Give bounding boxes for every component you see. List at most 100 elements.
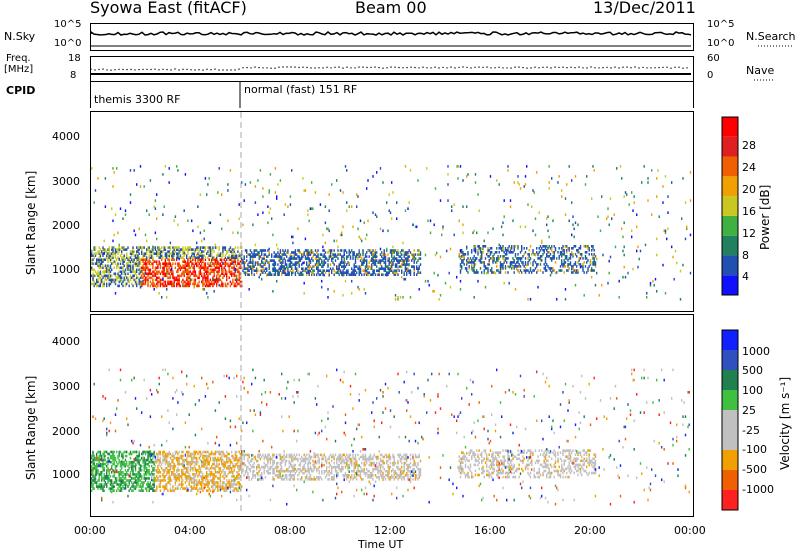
nsearch-label: N.Search bbox=[746, 30, 796, 43]
nave-point bbox=[274, 67, 276, 69]
nave-point bbox=[178, 69, 180, 71]
nave-point bbox=[642, 66, 644, 69]
nave-point bbox=[174, 68, 176, 70]
nave-point bbox=[106, 69, 108, 71]
vel-cbar-tick-m1000: -1000 bbox=[742, 483, 774, 496]
nave-point bbox=[438, 67, 440, 69]
freq-tick-top-left: 18 bbox=[68, 53, 81, 64]
nave-point bbox=[614, 66, 616, 68]
nave-point bbox=[90, 68, 92, 70]
cpid-mode-normal: normal (fast) 151 RF bbox=[244, 83, 358, 96]
xtick-0400: 04:00 bbox=[174, 524, 206, 537]
nave-point bbox=[366, 66, 368, 69]
nave-point bbox=[402, 67, 404, 69]
nave-point bbox=[342, 67, 344, 69]
nave-point bbox=[618, 67, 620, 69]
nave-point bbox=[130, 68, 132, 71]
nave-point bbox=[210, 69, 212, 71]
nave-point bbox=[462, 66, 464, 68]
power-cbar-segment bbox=[722, 235, 738, 256]
nave-point bbox=[346, 66, 348, 68]
cpid-mode-themis: themis 3300 RF bbox=[94, 93, 181, 106]
velocity-cbar-segment bbox=[722, 430, 738, 450]
nave-point bbox=[326, 66, 328, 68]
nave-point bbox=[310, 67, 312, 69]
nave-point bbox=[422, 66, 424, 68]
nave-point bbox=[378, 66, 380, 69]
nsky-label: N.Sky bbox=[4, 30, 36, 43]
nave-point bbox=[674, 66, 676, 68]
nave-point bbox=[534, 66, 536, 68]
nave-point bbox=[150, 68, 152, 71]
nave-point bbox=[206, 68, 208, 70]
nave-tick-top: 60 bbox=[707, 53, 720, 64]
nave-point bbox=[190, 69, 192, 71]
nave-point bbox=[250, 67, 252, 69]
nave-point bbox=[670, 67, 672, 69]
freq-label: Freq. bbox=[6, 53, 31, 64]
power-cbar-segment bbox=[722, 136, 738, 157]
nave-point bbox=[102, 68, 104, 70]
nave-point bbox=[526, 67, 528, 69]
nave-point bbox=[658, 66, 660, 69]
nave-point bbox=[94, 69, 96, 71]
nave-point bbox=[530, 67, 532, 69]
nave-point bbox=[582, 67, 584, 69]
velocity-cbar-segment bbox=[722, 390, 738, 410]
velocity-cbar-segment bbox=[722, 370, 738, 390]
nave-point bbox=[550, 67, 552, 69]
nave-point bbox=[194, 69, 196, 71]
nave-point bbox=[466, 66, 468, 69]
nave-point bbox=[318, 67, 320, 69]
nave-point bbox=[622, 66, 624, 68]
nave-point bbox=[430, 67, 432, 69]
vel-cbar-tick-m25: -25 bbox=[742, 424, 760, 437]
nave-point bbox=[490, 67, 492, 69]
vel-cbar-tick-25: 25 bbox=[742, 404, 756, 417]
nave-point bbox=[122, 68, 124, 71]
nave-point bbox=[574, 67, 576, 69]
nave-point bbox=[542, 66, 544, 68]
nave-point bbox=[266, 67, 268, 69]
nave-point bbox=[154, 68, 156, 70]
nave-point bbox=[446, 67, 448, 69]
nave-point bbox=[522, 66, 524, 69]
nave-point bbox=[442, 66, 444, 69]
nave-point bbox=[270, 67, 272, 69]
xtick-0800: 08:00 bbox=[274, 524, 306, 537]
nave-point bbox=[482, 66, 484, 69]
xtick-1200: 12:00 bbox=[374, 524, 406, 537]
power-cbar-tick-12: 12 bbox=[742, 227, 756, 240]
nave-point bbox=[182, 68, 184, 70]
nave-point bbox=[458, 66, 460, 69]
cpid-panel bbox=[90, 82, 694, 108]
nave-tick-bottom: 0 bbox=[707, 70, 714, 81]
nave-label: Nave bbox=[746, 64, 775, 77]
nave-point bbox=[334, 66, 336, 68]
velocity-ytick-1000: 1000 bbox=[52, 468, 80, 481]
nave-point bbox=[470, 67, 472, 69]
nave-point bbox=[386, 67, 388, 69]
velocity-cbar-label: Velocity [m s⁻¹] bbox=[778, 376, 792, 470]
nave-point bbox=[290, 66, 292, 68]
velocity-cbar-segment bbox=[722, 350, 738, 370]
nave-point bbox=[110, 69, 112, 71]
power-cbar-segment bbox=[722, 275, 738, 295]
power-cbar-segment bbox=[722, 215, 738, 236]
nave-point bbox=[302, 66, 304, 68]
velocity-cbar-frame bbox=[721, 329, 739, 511]
nave-point bbox=[566, 67, 568, 69]
xlabel: Time UT bbox=[358, 538, 404, 551]
nave-point bbox=[662, 66, 664, 69]
nave-point bbox=[242, 67, 244, 69]
nave-point bbox=[578, 66, 580, 68]
nave-point bbox=[474, 66, 476, 68]
nave-point bbox=[654, 67, 656, 69]
date-label: 13/Dec/2011 bbox=[593, 0, 696, 17]
nave-point bbox=[498, 66, 500, 68]
xtick-0000: 00:00 bbox=[74, 524, 106, 537]
power-ytick-1000: 1000 bbox=[52, 263, 80, 276]
nave-point bbox=[214, 68, 216, 70]
power-cells bbox=[91, 165, 692, 301]
nave-point bbox=[650, 67, 652, 69]
